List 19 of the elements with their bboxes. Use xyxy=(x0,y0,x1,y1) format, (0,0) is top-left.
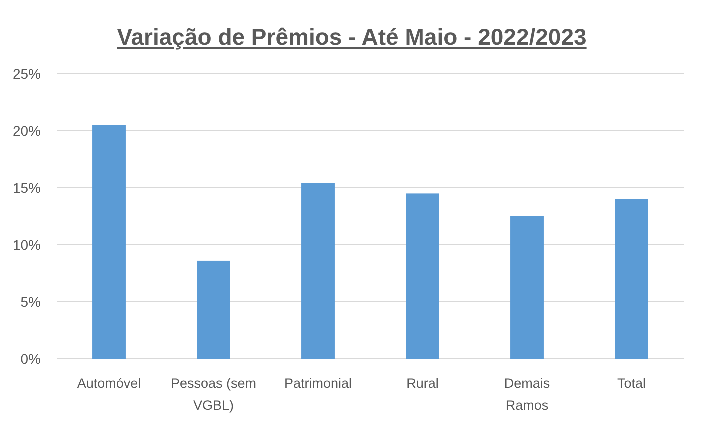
x-tick-label: Demais Ramos xyxy=(504,376,550,413)
y-tick-label: 5% xyxy=(20,294,41,310)
bar xyxy=(615,199,648,359)
x-tick-label: Automóvel xyxy=(77,376,142,391)
x-tick-label: Total xyxy=(617,376,646,391)
x-tick-label: Pessoas (sem VGBL) xyxy=(170,376,257,413)
y-tick-label: 25% xyxy=(12,66,41,82)
bar xyxy=(406,194,440,359)
y-tick-label: 0% xyxy=(20,350,41,367)
x-tick-label: Patrimonial xyxy=(284,376,352,391)
bar xyxy=(92,125,126,359)
bar xyxy=(302,183,335,359)
bar xyxy=(197,260,230,359)
chart-title: Variação de Prêmios - Até Maio - 2022/2023 xyxy=(117,24,587,50)
y-tick-label: 10% xyxy=(12,236,41,253)
bar xyxy=(510,216,544,359)
x-tick-label: Rural xyxy=(406,376,439,391)
y-tick-label: 15% xyxy=(12,180,41,196)
y-tick-label: 20% xyxy=(12,122,41,139)
